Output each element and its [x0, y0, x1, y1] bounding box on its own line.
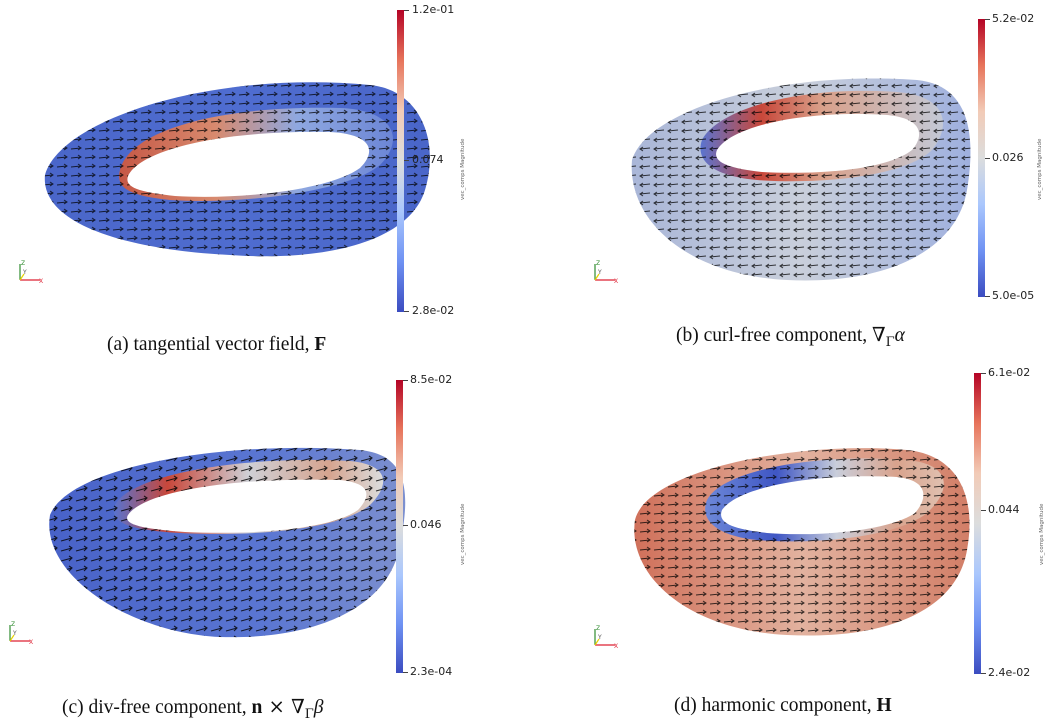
colorbar-b	[978, 19, 985, 297]
colorbar-max-label: 8.5e-02	[410, 373, 453, 386]
axes-orientation-icon: Z Y X	[594, 260, 618, 285]
panel-a: 1.2e-01 0.074 2.8e-02 vec_comps Magnitud…	[0, 0, 520, 360]
colorbar-title: vec_comps Magnitude	[1039, 503, 1045, 565]
svg-text:Z: Z	[596, 625, 600, 632]
torus-render-a	[44, 82, 430, 257]
colorbar-mid-label: 0.026	[992, 151, 1024, 164]
axes-orientation-icon: Z Y X	[594, 625, 618, 650]
colorbar-tick	[403, 525, 408, 526]
torus-render-d	[634, 448, 970, 636]
colorbar-title: vec_comps Magnitude	[460, 138, 466, 200]
caption-a: (a) tangential vector field, F	[107, 334, 327, 355]
svg-text:X: X	[614, 278, 618, 285]
colorbar-max-label: 1.2e-01	[412, 3, 455, 16]
colorbar-title: vec_comps Magnitude	[460, 503, 466, 565]
panel-b: 5.2e-02 0.026 5.0e-05 vec_comps Magnitud…	[527, 0, 1047, 360]
svg-text:Z: Z	[11, 621, 15, 628]
colorbar-tick	[404, 160, 409, 161]
panel-d: 6.1e-02 0.044 2.4e-02 vec_comps Magnitud…	[527, 365, 1047, 727]
colorbar-d	[974, 373, 981, 674]
colorbar-c	[396, 380, 403, 673]
svg-text:X: X	[39, 278, 43, 285]
colorbar-tick	[404, 311, 409, 312]
axes-orientation-icon: Z Y X	[9, 621, 33, 646]
svg-text:Z: Z	[596, 260, 600, 267]
svg-text:Z: Z	[21, 260, 25, 267]
colorbar-tick	[985, 158, 990, 159]
panel-c: 8.5e-02 0.046 2.3e-04 vec_comps Magnitud…	[0, 365, 520, 727]
colorbar-tick	[403, 672, 408, 673]
colorbar-mid-label: 0.044	[988, 503, 1020, 516]
svg-text:Y: Y	[12, 630, 17, 637]
colorbar-min-label: 2.8e-02	[412, 304, 455, 317]
caption-c: (c) div-free component, n × ∇Γβ	[62, 695, 324, 722]
svg-text:X: X	[614, 643, 618, 650]
colorbar-min-label: 2.4e-02	[988, 666, 1031, 679]
colorbar-max-label: 6.1e-02	[988, 366, 1031, 379]
svg-text:Y: Y	[22, 269, 27, 276]
colorbar-mid-label: 0.074	[412, 153, 444, 166]
svg-text:X: X	[29, 639, 33, 646]
colorbar-max-label: 5.2e-02	[992, 12, 1035, 25]
axes-orientation-icon: Z Y X	[19, 260, 43, 285]
colorbar-tick	[981, 673, 986, 674]
colorbar-mid-label: 0.046	[410, 518, 442, 531]
colorbar-tick	[981, 373, 986, 374]
caption-b: (b) curl-free component, ∇Γα	[676, 323, 905, 350]
torus-render-c	[49, 447, 406, 638]
colorbar-tick	[981, 510, 986, 511]
colorbar-tick	[985, 19, 990, 20]
torus-render-b	[631, 78, 971, 281]
colorbar-min-label: 2.3e-04	[410, 665, 453, 678]
colorbar-a	[397, 10, 404, 312]
colorbar-tick	[404, 10, 409, 11]
svg-text:Y: Y	[597, 634, 602, 641]
colorbar-tick	[985, 296, 990, 297]
colorbar-min-label: 5.0e-05	[992, 289, 1035, 302]
svg-text:Y: Y	[597, 269, 602, 276]
caption-d: (d) harmonic component, H	[674, 695, 892, 716]
colorbar-title: vec_comps Magnitude	[1037, 138, 1043, 200]
colorbar-tick	[403, 380, 408, 381]
